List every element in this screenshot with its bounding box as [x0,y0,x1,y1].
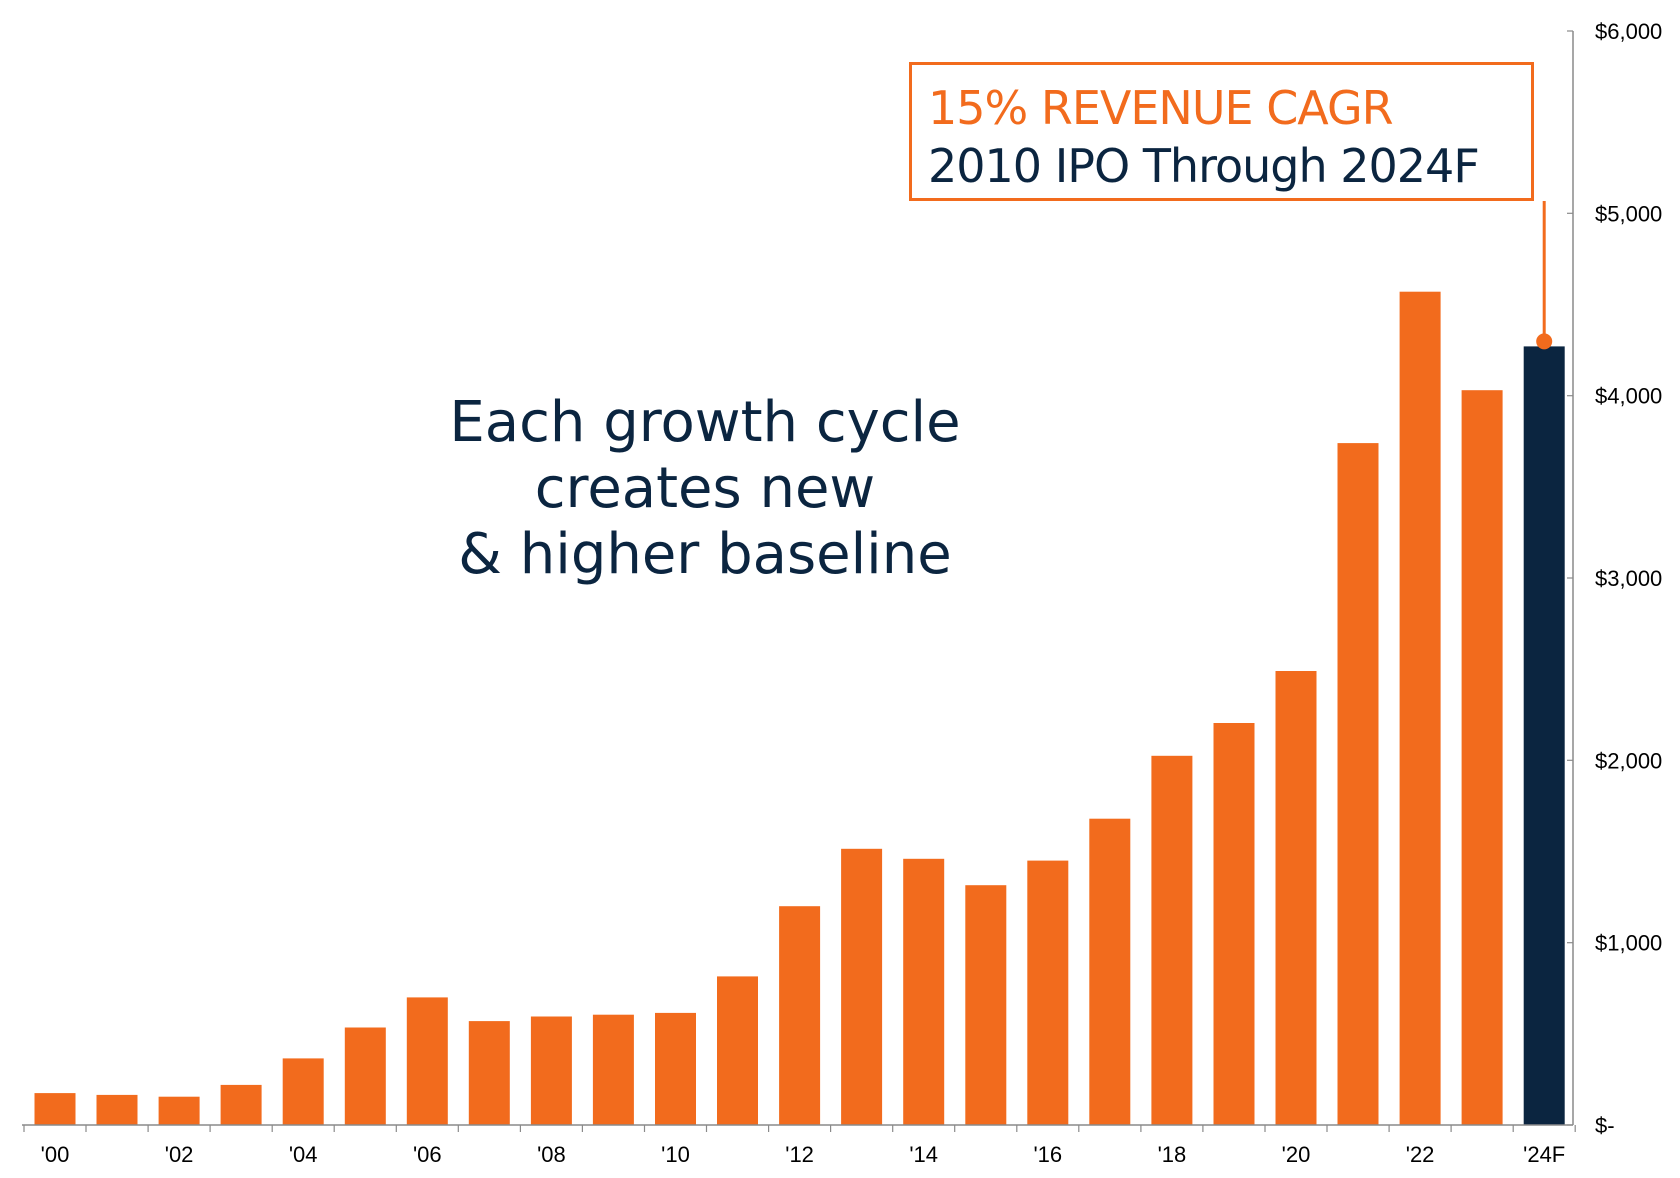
x-tick-label: '24F [1523,1142,1565,1167]
bar-'08 [530,1016,572,1125]
y-tick-label: $6,000 [1595,19,1662,44]
bar-'06 [406,997,448,1125]
bar-'21 [1337,443,1379,1126]
bar-highlight-'24F [1523,346,1565,1125]
growth-annotation: Each growth cycle creates new & higher b… [380,390,1030,588]
bar-'13 [841,848,883,1125]
bar-'00 [34,1093,76,1125]
bar-'17 [1089,818,1131,1125]
y-tick-label: $- [1595,1113,1615,1138]
callout-headline: 15% REVENUE CAGR [928,81,1394,135]
bar-'05 [344,1027,386,1125]
bar-'18 [1151,755,1193,1125]
x-tick-label: '10 [661,1142,690,1167]
x-tick-label: '00 [41,1142,70,1167]
x-tick-label: '02 [165,1142,194,1167]
x-tick-label: '06 [413,1142,442,1167]
x-tick-label: '04 [289,1142,318,1167]
callout-subline: 2010 IPO Through 2024F [928,139,1480,193]
x-tick-label: '20 [1282,1142,1311,1167]
bar-'11 [717,976,758,1125]
annotation-line-1: Each growth cycle [449,390,961,455]
x-tick-label: '08 [537,1142,566,1167]
y-tick-label: $5,000 [1595,201,1662,226]
bar-'20 [1275,671,1317,1125]
bar-'23 [1461,390,1503,1125]
connector-dot [1536,333,1553,350]
y-tick-label: $3,000 [1595,566,1662,591]
bar-'09 [592,1014,634,1125]
x-tick-label: '22 [1406,1142,1435,1167]
x-tick-label: '18 [1158,1142,1187,1167]
y-tick-label: $2,000 [1595,748,1662,773]
bar-'03 [220,1084,262,1125]
bar-'10 [655,1012,696,1125]
bar-'15 [965,885,1007,1125]
bar-'16 [1027,860,1069,1125]
bars-layer [34,291,1565,1126]
bar-'07 [468,1021,510,1125]
bar-'02 [158,1096,200,1125]
bar-'14 [903,858,945,1125]
axis-layer: '00 '02 '04 '06 '08 '10 '12 '14 '16 '18 '20 '22 '24F… [22,19,1662,1167]
annotation-line-3: & higher baseline [458,522,952,587]
y-tick-label: $1,000 [1595,931,1662,956]
x-tick-label: '12 [785,1142,814,1167]
bar-'19 [1213,723,1255,1125]
callout-connector [1536,201,1553,350]
cagr-callout-box: 15% REVENUE CAGR 2010 IPO Through 2024F [909,62,1534,201]
bar-'01 [96,1094,138,1125]
bar-'12 [779,906,821,1125]
annotation-line-2: creates new [534,456,876,521]
bar-'22 [1399,291,1441,1125]
y-tick-label: $4,000 [1595,384,1662,409]
x-tick-label: '16 [1033,1142,1062,1167]
x-tick-label: '14 [909,1142,938,1167]
bar-'04 [282,1058,324,1125]
